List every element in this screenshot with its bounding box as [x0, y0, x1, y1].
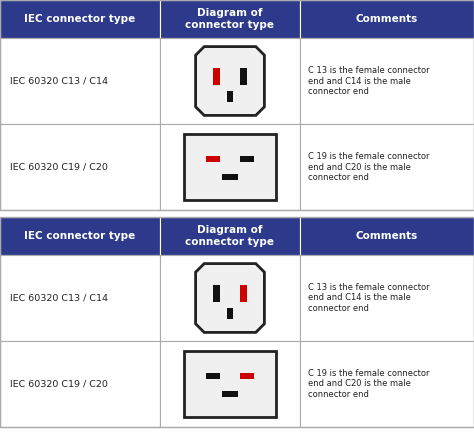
- Text: IEC 60320 C19 / C20: IEC 60320 C19 / C20: [10, 379, 108, 388]
- Text: IEC connector type: IEC connector type: [24, 231, 136, 241]
- Bar: [160, 0, 300, 38]
- Bar: [300, 341, 474, 427]
- Bar: [240, 155, 254, 162]
- Bar: [222, 174, 237, 180]
- Bar: [240, 68, 247, 85]
- Text: IEC 60320 C19 / C20: IEC 60320 C19 / C20: [10, 162, 108, 171]
- Bar: [160, 217, 300, 255]
- Text: IEC 60320 C13 / C14: IEC 60320 C13 / C14: [10, 293, 108, 302]
- Bar: [183, 134, 276, 200]
- Bar: [300, 217, 474, 255]
- Text: Comments: Comments: [356, 14, 418, 24]
- Text: C 19 is the female connector
end and C20 is the male
connector end: C 19 is the female connector end and C20…: [308, 369, 429, 399]
- Bar: [240, 372, 254, 379]
- Bar: [240, 285, 247, 302]
- Text: C 13 is the female connector
end and C14 is the male
connector end: C 13 is the female connector end and C14…: [308, 66, 429, 96]
- Bar: [160, 124, 300, 210]
- Bar: [0, 217, 160, 255]
- Text: Diagram of
connector type: Diagram of connector type: [185, 8, 274, 30]
- Text: C 19 is the female connector
end and C20 is the male
connector end: C 19 is the female connector end and C20…: [308, 152, 429, 182]
- Text: IEC connector type: IEC connector type: [24, 14, 136, 24]
- Bar: [0, 217, 474, 427]
- Text: Comments: Comments: [356, 231, 418, 241]
- Text: Diagram of
connector type: Diagram of connector type: [185, 225, 274, 247]
- Bar: [300, 255, 474, 341]
- Bar: [222, 391, 237, 397]
- Bar: [160, 341, 300, 427]
- Bar: [300, 0, 474, 38]
- Bar: [0, 341, 160, 427]
- Bar: [213, 68, 219, 85]
- Bar: [213, 285, 219, 302]
- Bar: [300, 38, 474, 124]
- Bar: [206, 372, 220, 379]
- Bar: [227, 308, 233, 319]
- Bar: [0, 0, 160, 38]
- Text: C 13 is the female connector
end and C14 is the male
connector end: C 13 is the female connector end and C14…: [308, 283, 429, 313]
- Polygon shape: [196, 263, 264, 332]
- Bar: [0, 0, 474, 210]
- Text: IEC 60320 C13 / C14: IEC 60320 C13 / C14: [10, 76, 108, 85]
- Bar: [300, 124, 474, 210]
- Bar: [0, 255, 160, 341]
- Bar: [206, 155, 220, 162]
- Bar: [160, 38, 300, 124]
- Polygon shape: [196, 46, 264, 115]
- Bar: [0, 124, 160, 210]
- Bar: [0, 38, 160, 124]
- Bar: [227, 91, 233, 102]
- Bar: [160, 255, 300, 341]
- Bar: [183, 351, 276, 417]
